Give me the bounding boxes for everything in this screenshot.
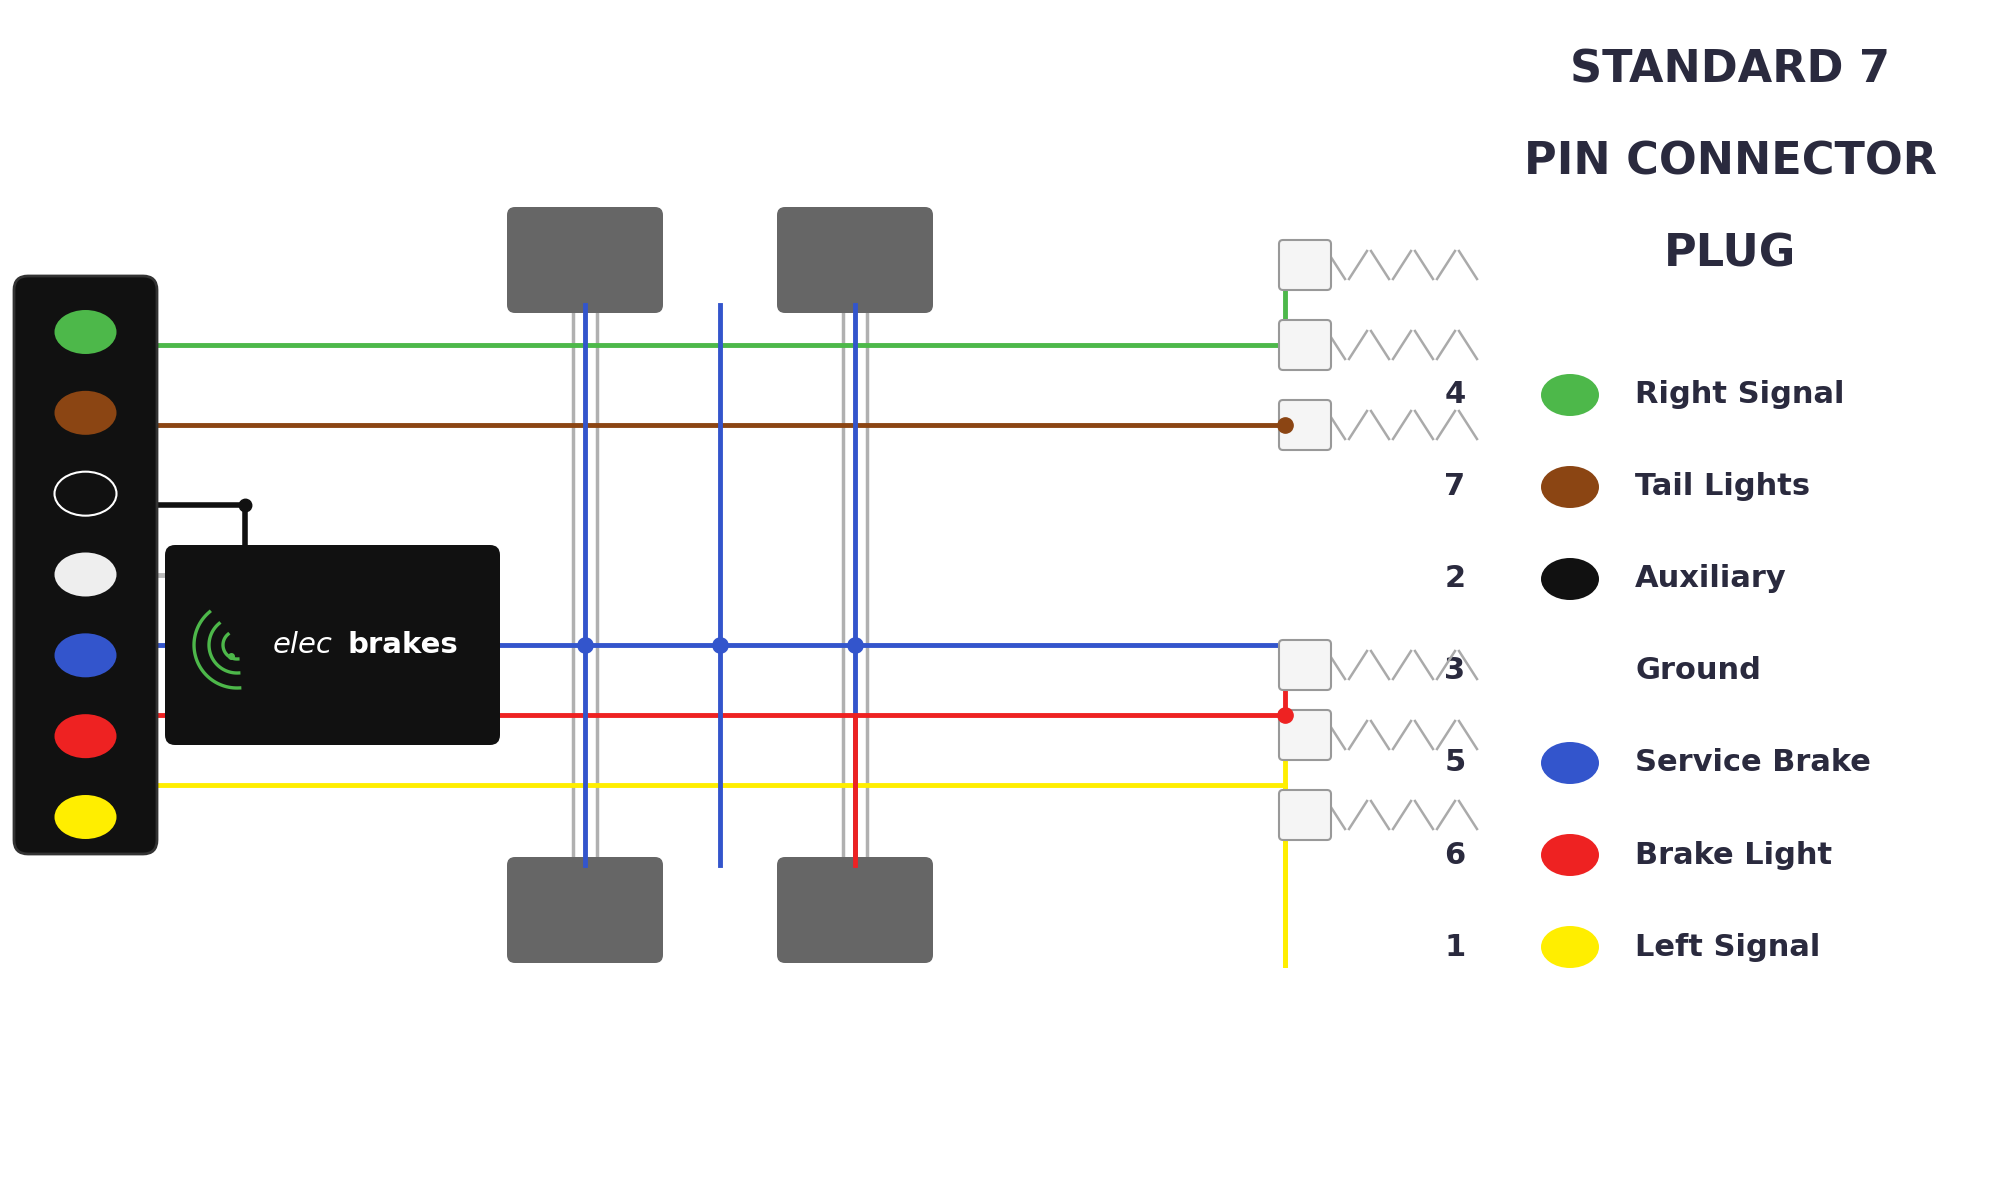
Text: Right Signal: Right Signal	[1636, 380, 1844, 409]
Text: STANDARD 7: STANDARD 7	[1570, 48, 1890, 91]
FancyBboxPatch shape	[508, 857, 662, 962]
Text: PIN CONNECTOR: PIN CONNECTOR	[1524, 140, 1936, 184]
FancyBboxPatch shape	[1280, 400, 1332, 450]
FancyBboxPatch shape	[1280, 640, 1332, 690]
Text: 5: 5	[1444, 749, 1466, 778]
Ellipse shape	[54, 552, 116, 596]
Ellipse shape	[1540, 834, 1600, 876]
FancyBboxPatch shape	[1280, 240, 1332, 290]
Text: Service Brake: Service Brake	[1636, 749, 1870, 778]
Text: 4: 4	[1444, 380, 1466, 409]
Ellipse shape	[1540, 466, 1600, 508]
Text: elec: elec	[272, 631, 332, 659]
Text: PLUG: PLUG	[1664, 233, 1796, 276]
Text: Brake Light: Brake Light	[1636, 840, 1832, 870]
Text: 3: 3	[1444, 656, 1466, 685]
Text: Ground: Ground	[1636, 656, 1760, 685]
Ellipse shape	[54, 794, 116, 839]
Ellipse shape	[54, 634, 116, 677]
Text: Auxiliary: Auxiliary	[1636, 564, 1786, 594]
Text: ×: ×	[282, 560, 304, 589]
FancyBboxPatch shape	[776, 857, 932, 962]
Text: 6: 6	[1444, 840, 1466, 870]
Text: 7: 7	[1444, 473, 1466, 502]
Ellipse shape	[54, 391, 116, 434]
FancyBboxPatch shape	[1280, 320, 1332, 370]
FancyBboxPatch shape	[776, 206, 932, 313]
Ellipse shape	[1540, 558, 1600, 600]
Ellipse shape	[1540, 926, 1600, 968]
FancyBboxPatch shape	[1280, 790, 1332, 840]
Text: brakes: brakes	[348, 631, 458, 659]
Ellipse shape	[54, 472, 116, 516]
FancyBboxPatch shape	[164, 545, 500, 745]
Ellipse shape	[1540, 742, 1600, 784]
Ellipse shape	[1540, 374, 1600, 416]
Ellipse shape	[54, 310, 116, 354]
FancyBboxPatch shape	[14, 276, 156, 854]
Ellipse shape	[54, 714, 116, 758]
Text: Left Signal: Left Signal	[1636, 932, 1820, 961]
FancyBboxPatch shape	[508, 206, 662, 313]
Text: 1: 1	[1444, 932, 1466, 961]
Text: Tail Lights: Tail Lights	[1636, 473, 1810, 502]
Text: 2: 2	[1444, 564, 1466, 594]
FancyBboxPatch shape	[1280, 710, 1332, 760]
